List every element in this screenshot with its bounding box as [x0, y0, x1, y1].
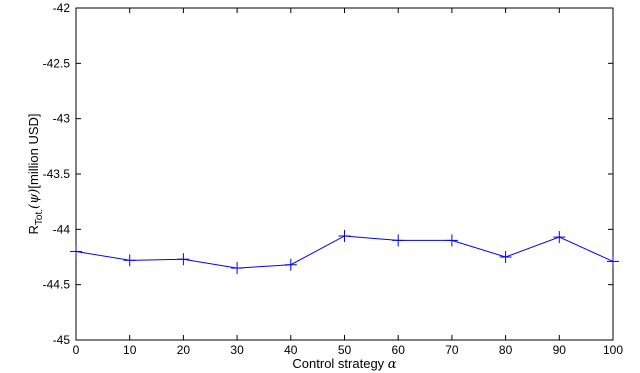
x-tick-label: 10 — [123, 343, 137, 357]
data-point-marker — [445, 234, 458, 247]
x-tick-label: 80 — [499, 343, 513, 357]
y-tick-label: -43 — [53, 112, 71, 126]
y-axis-label-prefix: R — [26, 225, 41, 234]
y-axis-ticks: -42 -42.5 -43 -43.5 -44 -44.5 -45 — [43, 1, 613, 347]
x-tick-label: 0 — [73, 343, 80, 357]
x-tick-label: 90 — [553, 343, 567, 357]
y-tick-label: -45 — [53, 333, 71, 347]
y-tick-label: -44.5 — [43, 278, 71, 292]
data-point-marker — [177, 253, 190, 266]
data-point-marker — [123, 254, 136, 267]
y-axis-label: RTot.(ψ)[million USD] — [26, 114, 45, 235]
data-point-marker — [231, 262, 244, 275]
data-point-marker — [392, 234, 405, 247]
data-point-marker — [338, 229, 351, 242]
x-tick-label: 50 — [338, 343, 352, 357]
series-layer — [70, 229, 619, 275]
x-tick-label: 60 — [392, 343, 406, 357]
y-axis-label-subscript: Tot. — [34, 209, 45, 225]
x-axis-label: Control strategy α — [292, 356, 396, 372]
data-point-marker — [284, 258, 297, 271]
data-point-marker — [499, 251, 512, 263]
x-tick-label: 100 — [603, 343, 623, 357]
x-tick-label: 30 — [230, 343, 244, 357]
y-tick-label: -44 — [53, 222, 71, 236]
plot-frame — [75, 7, 614, 341]
data-point-marker — [607, 255, 619, 268]
y-tick-label: -42.5 — [43, 56, 71, 70]
x-tick-label: 70 — [445, 343, 459, 357]
y-tick-label: -42 — [53, 1, 71, 15]
x-axis-ticks: 0 10 20 30 40 50 60 70 80 90 100 — [73, 8, 623, 357]
y-axis-label-unit: [million USD] — [26, 114, 41, 189]
y-tick-label: -43.5 — [43, 167, 71, 181]
x-tick-label: 20 — [177, 343, 191, 357]
data-point-marker — [70, 245, 82, 258]
x-tick-label: 40 — [284, 343, 298, 357]
y-axis-label-argument: (ψ) — [27, 189, 42, 209]
data-point-marker — [553, 231, 566, 244]
